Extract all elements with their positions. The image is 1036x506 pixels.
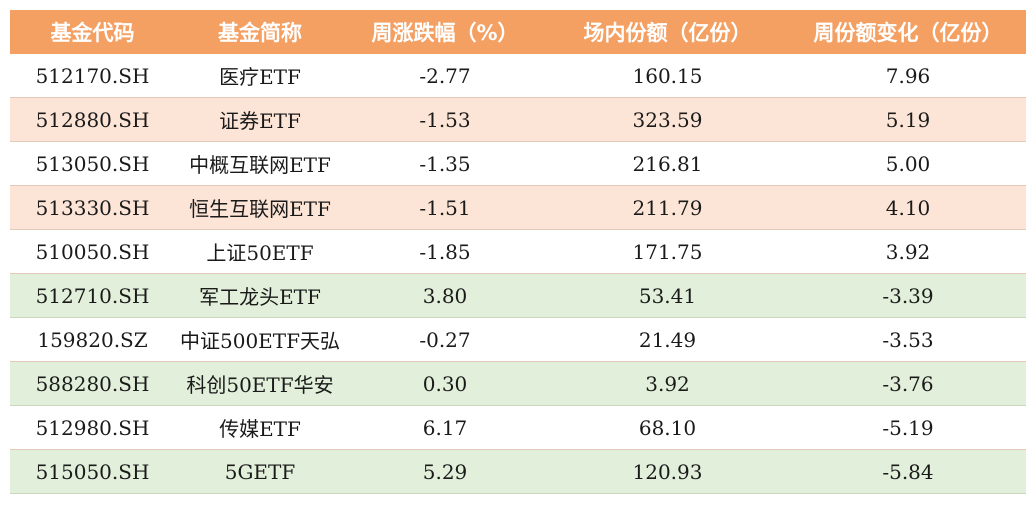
fund-name-cell: 中证500ETF天弘 — [175, 317, 345, 362]
weekly-change-cell: -1.85 — [345, 229, 545, 274]
header-share-change: 周份额变化（亿份） — [790, 10, 1026, 54]
fund-name-cell: 上证50ETF — [175, 229, 345, 274]
shares-cell: 53.41 — [545, 273, 790, 318]
shares-cell: 3.92 — [545, 361, 790, 406]
fund-code-cell: 513050.SH — [10, 141, 175, 186]
share-change-cell: 4.10 — [790, 185, 1026, 230]
share-change-cell: 7.96 — [790, 54, 1026, 98]
table-row: 588280.SH 科创50ETF华安 0.30 3.92 -3.76 — [10, 361, 1026, 406]
weekly-change-cell: -1.53 — [345, 97, 545, 142]
fund-code-cell: 512880.SH — [10, 97, 175, 142]
table-row: 513330.SH 恒生互联网ETF -1.51 211.79 4.10 — [10, 185, 1026, 230]
weekly-change-cell: 6.17 — [345, 405, 545, 450]
fund-code-cell: 159820.SZ — [10, 317, 175, 362]
share-change-cell: 5.00 — [790, 141, 1026, 186]
fund-code-cell: 515050.SH — [10, 449, 175, 494]
weekly-change-cell: 5.29 — [345, 449, 545, 494]
header-row: 基金代码 基金简称 周涨跌幅（%） 场内份额（亿份） 周份额变化（亿份） — [10, 10, 1026, 54]
header-fund-name: 基金简称 — [175, 10, 345, 54]
header-fund-code: 基金代码 — [10, 10, 175, 54]
shares-cell: 68.10 — [545, 405, 790, 450]
weekly-change-cell: -0.27 — [345, 317, 545, 362]
shares-cell: 21.49 — [545, 317, 790, 362]
fund-code-cell: 512980.SH — [10, 405, 175, 450]
header-weekly-change: 周涨跌幅（%） — [345, 10, 545, 54]
fund-code-cell: 513330.SH — [10, 185, 175, 230]
table-row: 512880.SH 证券ETF -1.53 323.59 5.19 — [10, 97, 1026, 142]
shares-cell: 160.15 — [545, 54, 790, 98]
share-change-cell: -5.84 — [790, 449, 1026, 494]
fund-name-cell: 恒生互联网ETF — [175, 185, 345, 230]
shares-cell: 211.79 — [545, 185, 790, 230]
fund-name-cell: 军工龙头ETF — [175, 273, 345, 318]
fund-code-cell: 512170.SH — [10, 54, 175, 98]
fund-name-cell: 5GETF — [175, 449, 345, 494]
share-change-cell: 3.92 — [790, 229, 1026, 274]
fund-name-cell: 科创50ETF华安 — [175, 361, 345, 406]
weekly-change-cell: 0.30 — [345, 361, 545, 406]
table-row: 510050.SH 上证50ETF -1.85 171.75 3.92 — [10, 229, 1026, 274]
table-row: 512710.SH 军工龙头ETF 3.80 53.41 -3.39 — [10, 273, 1026, 318]
fund-name-cell: 中概互联网ETF — [175, 141, 345, 186]
fund-code-cell: 588280.SH — [10, 361, 175, 406]
weekly-change-cell: -1.51 — [345, 185, 545, 230]
table-row: 512980.SH 传媒ETF 6.17 68.10 -5.19 — [10, 405, 1026, 450]
weekly-change-cell: 3.80 — [345, 273, 545, 318]
weekly-change-cell: -1.35 — [345, 141, 545, 186]
shares-cell: 120.93 — [545, 449, 790, 494]
shares-cell: 323.59 — [545, 97, 790, 142]
table-row: 515050.SH 5GETF 5.29 120.93 -5.84 — [10, 449, 1026, 494]
shares-cell: 171.75 — [545, 229, 790, 274]
share-change-cell: -5.19 — [790, 405, 1026, 450]
table-row: 159820.SZ 中证500ETF天弘 -0.27 21.49 -3.53 — [10, 317, 1026, 362]
table-body: 512170.SH 医疗ETF -2.77 160.15 7.96 512880.SH 证券… — [10, 54, 1026, 494]
share-change-cell: -3.76 — [790, 361, 1026, 406]
shares-cell: 216.81 — [545, 141, 790, 186]
fund-name-cell: 医疗ETF — [175, 54, 345, 98]
fund-code-cell: 512710.SH — [10, 273, 175, 318]
share-change-cell: -3.39 — [790, 273, 1026, 318]
share-change-cell: 5.19 — [790, 97, 1026, 142]
fund-code-cell: 510050.SH — [10, 229, 175, 274]
weekly-change-cell: -2.77 — [345, 54, 545, 98]
fund-name-cell: 证券ETF — [175, 97, 345, 142]
table-row: 512170.SH 医疗ETF -2.77 160.15 7.96 — [10, 54, 1026, 98]
fund-name-cell: 传媒ETF — [175, 405, 345, 450]
share-change-cell: -3.53 — [790, 317, 1026, 362]
header-shares: 场内份额（亿份） — [545, 10, 790, 54]
table-row: 513050.SH 中概互联网ETF -1.35 216.81 5.00 — [10, 141, 1026, 186]
etf-share-table: 基金代码 基金简称 周涨跌幅（%） 场内份额（亿份） 周份额变化（亿份） 512… — [10, 10, 1026, 494]
